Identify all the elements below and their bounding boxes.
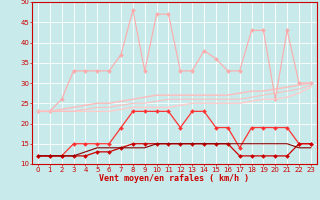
X-axis label: Vent moyen/en rafales ( km/h ): Vent moyen/en rafales ( km/h ) [100,174,249,183]
